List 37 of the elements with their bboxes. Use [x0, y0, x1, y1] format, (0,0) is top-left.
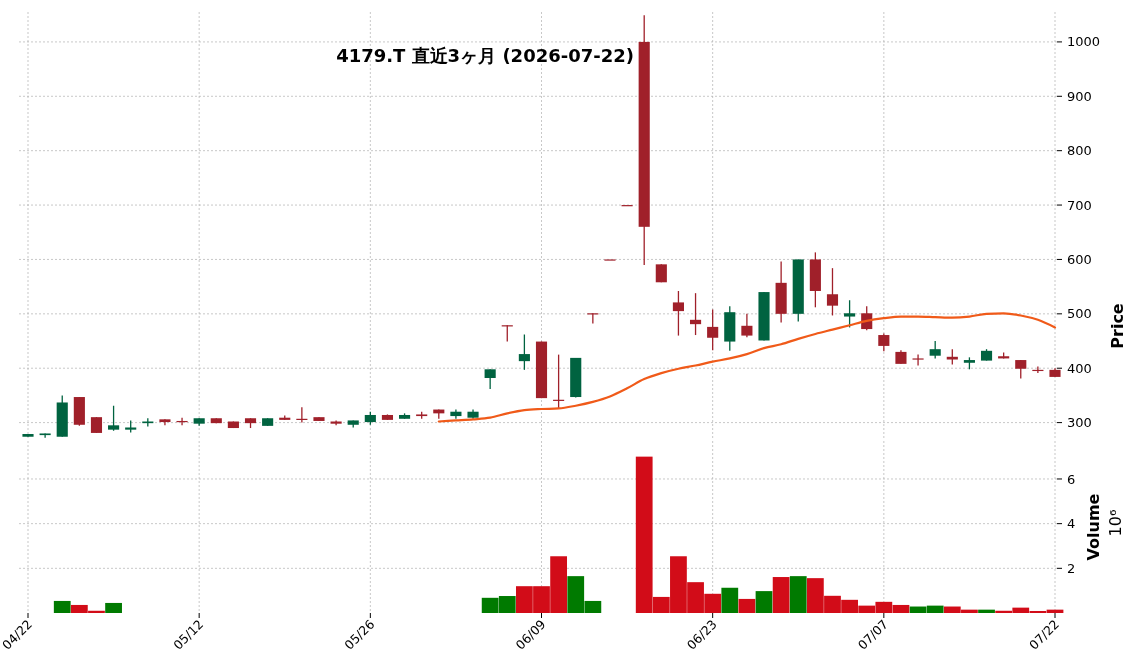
candlestick	[672, 290, 684, 337]
y-tick-label: 400	[1067, 360, 1092, 376]
y-tick-label: 500	[1067, 306, 1092, 322]
line-series	[437, 312, 1057, 423]
y-axis-title: Volume	[1084, 493, 1103, 561]
candlestick	[844, 299, 856, 329]
candlestick	[108, 405, 120, 432]
candlestick	[826, 267, 839, 317]
candlestick	[518, 333, 530, 371]
y-tick-label: 1000	[1067, 34, 1101, 50]
candlestick	[39, 432, 51, 439]
y-tick-label: 300	[1067, 415, 1092, 431]
text: 4179.T 直近3ヶ月 (2026-07-22)	[336, 45, 634, 66]
bar	[105, 602, 122, 613]
candlestick	[741, 313, 753, 338]
y-axis-title: Price	[1108, 303, 1127, 349]
bar	[978, 609, 995, 613]
y-tick-label: 2	[1067, 560, 1076, 576]
candlestick	[912, 353, 924, 367]
candlestick	[707, 308, 719, 351]
y-tick-label: 4	[1067, 516, 1076, 532]
y-tick-label: 700	[1067, 197, 1092, 213]
y-tick-label: 900	[1067, 88, 1092, 104]
bar	[755, 591, 773, 613]
bar	[789, 576, 807, 613]
bar	[53, 600, 71, 613]
y-tick-label: 800	[1067, 143, 1092, 159]
bar	[772, 577, 790, 613]
candlestick	[176, 417, 188, 426]
bar	[738, 598, 756, 613]
bar	[721, 587, 739, 613]
y-tick-label: 600	[1067, 252, 1092, 267]
candlestick	[484, 368, 496, 390]
candlestick	[1015, 359, 1027, 380]
y-tick-label: 6	[1067, 471, 1076, 487]
text: 10⁶	[1106, 509, 1125, 537]
candlestick	[689, 292, 702, 336]
